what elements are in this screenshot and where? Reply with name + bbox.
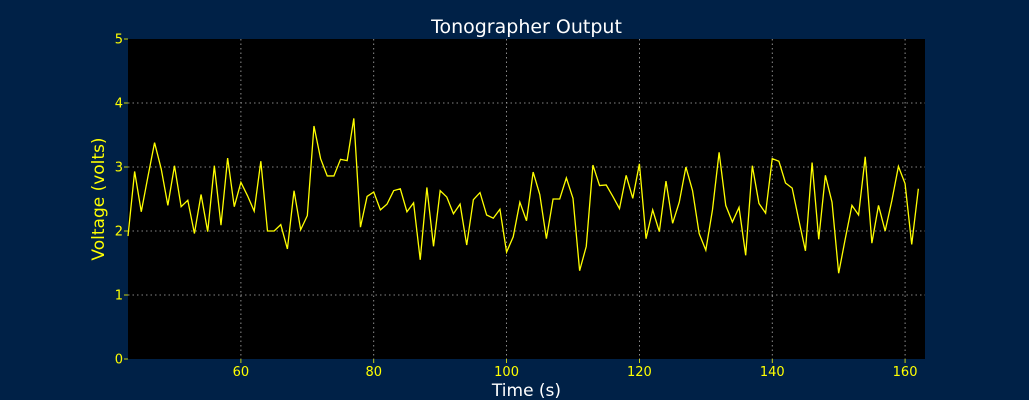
- y-axis-label: Voltage (volts): [89, 137, 109, 260]
- x-tick-label: 60: [233, 365, 250, 380]
- series-layer: [127, 118, 920, 274]
- x-axis: 60 80 100 120 140 160: [233, 359, 918, 380]
- y-tick-label: 3: [115, 161, 123, 176]
- y-tick-label: 1: [115, 289, 123, 304]
- series-line-1: [127, 118, 920, 274]
- grid: [128, 39, 925, 359]
- x-tick-label: 160: [893, 365, 918, 380]
- x-tick-label: 100: [494, 365, 519, 380]
- y-tick-label: 4: [115, 97, 123, 112]
- y-tick-label: 2: [115, 225, 123, 240]
- plot-area: [128, 39, 925, 359]
- y-tick-label: 0: [115, 353, 123, 368]
- y-axis: 0 1 2 3 4 5: [115, 33, 128, 368]
- x-tick-label: 140: [760, 365, 785, 380]
- y-tick-label: 5: [115, 33, 123, 48]
- chart-title: Tonographer Output: [430, 16, 622, 38]
- x-axis-label: Time (s): [491, 381, 561, 400]
- x-tick-label: 80: [365, 365, 382, 380]
- x-tick-label: 120: [627, 365, 652, 380]
